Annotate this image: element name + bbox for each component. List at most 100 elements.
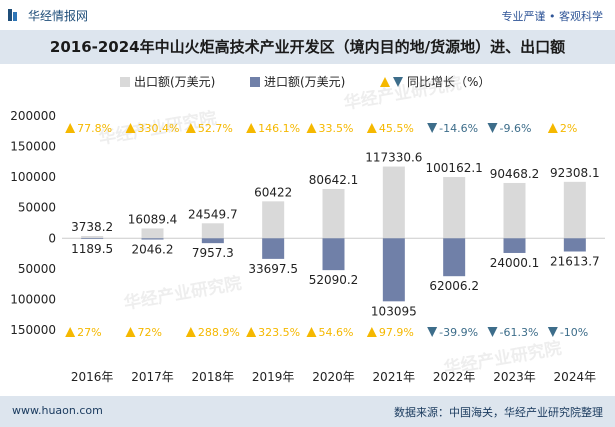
import-growth-up-icon — [185, 327, 196, 337]
legend-import-swatch — [250, 77, 260, 87]
legend-export-label: 出口额(万美元) — [134, 75, 215, 89]
export-bar — [141, 228, 164, 239]
export-growth-label: -14.6% — [439, 122, 478, 135]
export-growth-down-icon — [487, 123, 498, 133]
import-value-label: 1189.5 — [71, 242, 113, 256]
import-bar — [563, 238, 586, 252]
chart-title: 2016-2024年中山火炬高技术产业开发区（境内目的地/货源地）进、出口额 — [49, 38, 566, 56]
chart: 出口额(万美元) 进口额(万美元) 同比增长（%） 华经产业研究院 华经产业研究… — [10, 73, 605, 384]
import-bar — [322, 238, 345, 271]
export-bar — [382, 166, 405, 239]
import-bar — [443, 238, 466, 277]
x-tick-label: 2020年 — [312, 370, 355, 384]
export-value-label: 16089.4 — [128, 212, 178, 226]
import-value-label: 62006.2 — [429, 279, 479, 293]
import-bar — [81, 238, 104, 240]
import-growth-down-icon — [427, 327, 438, 337]
import-bar — [382, 238, 405, 302]
export-bar — [443, 177, 466, 239]
export-growth-label: 33.5% — [319, 122, 354, 135]
export-growth-label: 45.5% — [379, 122, 414, 135]
y-tick-label: 200000 — [10, 109, 56, 123]
tagline: 专业严谨 • 客观科学 — [501, 10, 603, 23]
export-value-label: 60422 — [254, 185, 292, 199]
footer-url[interactable]: www.huaon.com — [12, 404, 103, 417]
import-growth-label: 54.6% — [319, 326, 354, 339]
x-tick-label: 2022年 — [433, 370, 476, 384]
export-growth-label: 52.7% — [198, 122, 233, 135]
import-growth-label: -61.3% — [500, 326, 539, 339]
import-growth-label: -39.9% — [439, 326, 478, 339]
export-growth-label: 330.4% — [138, 122, 180, 135]
import-growth-down-icon — [547, 327, 558, 337]
x-tick-label: 2023年 — [493, 370, 536, 384]
y-tick-label: 50000 — [18, 201, 56, 215]
export-value-label: 90468.2 — [490, 167, 540, 181]
brand-name: 华经情报网 — [28, 9, 89, 23]
export-growth-up-icon — [366, 123, 377, 133]
import-bar — [503, 238, 526, 253]
y-tick-label: 150000 — [10, 140, 56, 154]
import-growth-label: 27% — [77, 326, 101, 339]
growth-row: 77.8% 27% 330.4% 72% 52.7% 288.9% 146.1% 323.5%… — [65, 122, 588, 339]
x-tick-label: 2024年 — [554, 370, 597, 384]
import-value-label: 52090.2 — [309, 273, 359, 287]
export-growth-up-icon — [125, 123, 136, 133]
bars — [81, 166, 586, 302]
export-value-label: 3738.2 — [71, 220, 113, 234]
legend-import-label: 进口额(万美元) — [264, 75, 345, 89]
export-growth-label: 2% — [560, 122, 577, 135]
x-tick-label: 2018年 — [192, 370, 235, 384]
legend-growth-label: 同比增长（%） — [407, 75, 490, 89]
export-growth-up-icon — [185, 123, 196, 133]
y-tick-label: 50000 — [18, 262, 56, 276]
export-growth-down-icon — [427, 123, 438, 133]
legend-up-triangle-icon — [380, 77, 390, 87]
export-bar — [81, 236, 104, 239]
export-bar — [563, 181, 586, 239]
y-tick-label: 0 — [48, 231, 56, 245]
import-value-label: 24000.1 — [490, 256, 540, 270]
import-bar — [201, 238, 224, 244]
import-value-label: 7957.3 — [192, 246, 234, 260]
export-value-label: 80642.1 — [309, 173, 359, 187]
watermark-3: 华经产业研究院 — [122, 273, 243, 314]
import-growth-label: 97.9% — [379, 326, 414, 339]
legend: 出口额(万美元) 进口额(万美元) 同比增长（%） — [120, 75, 490, 89]
export-growth-up-icon — [246, 123, 257, 133]
export-value-label: 92308.1 — [550, 166, 600, 180]
y-tick-label: 100000 — [10, 292, 56, 306]
x-tick-label: 2016年 — [71, 370, 114, 384]
export-bar — [503, 182, 526, 239]
export-growth-label: 77.8% — [77, 122, 112, 135]
import-growth-up-icon — [366, 327, 377, 337]
import-value-label: 21613.7 — [550, 255, 600, 269]
import-bar — [262, 238, 285, 259]
export-growth-up-icon — [65, 123, 76, 133]
import-growth-up-icon — [65, 327, 76, 337]
watermark-2: 华经产业研究院 — [342, 73, 463, 114]
import-growth-up-icon — [246, 327, 257, 337]
import-value-label: 33697.5 — [248, 262, 298, 276]
export-bar — [262, 201, 285, 239]
import-growth-label: -10% — [560, 326, 588, 339]
import-growth-up-icon — [306, 327, 317, 337]
legend-down-triangle-icon — [393, 77, 403, 87]
export-bar — [201, 223, 224, 239]
export-growth-label: 146.1% — [258, 122, 300, 135]
top-bar: 华经情报网 专业严谨 • 客观科学 — [0, 0, 615, 30]
footer-source: 数据来源：中国海关，华经产业研究院整理 — [394, 406, 603, 419]
export-bar — [322, 188, 345, 239]
export-value-label: 24549.7 — [188, 207, 238, 221]
y-tick-label: 150000 — [10, 323, 56, 337]
data-labels: 3738.2 1189.5 16089.4 2046.2 24549.7 7957.3 60… — [71, 151, 599, 319]
x-tick-label: 2019年 — [252, 370, 295, 384]
x-axis: 2016年 2017年 2018年 2019年 2020年 2021年 2022年 2023年… — [71, 370, 596, 384]
import-value-label: 103095 — [371, 304, 417, 318]
y-tick-label: 100000 — [10, 170, 56, 184]
import-growth-label: 288.9% — [198, 326, 240, 339]
export-growth-label: -9.6% — [500, 122, 532, 135]
import-growth-label: 323.5% — [258, 326, 300, 339]
y-axis: 200000 150000 100000 50000 0 50000 100000 15000… — [10, 109, 56, 337]
legend-export-swatch — [120, 77, 130, 87]
